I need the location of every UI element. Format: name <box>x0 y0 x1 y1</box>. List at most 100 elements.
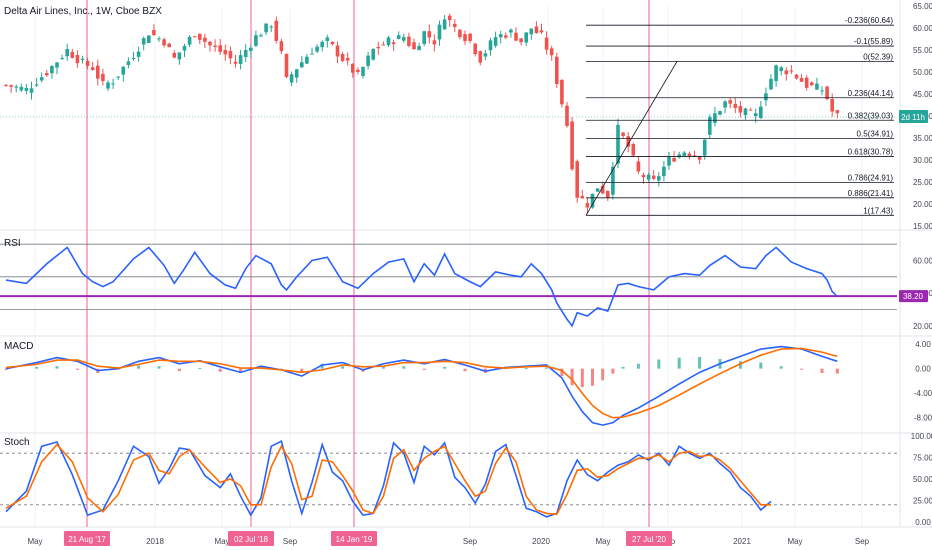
candle-body <box>708 117 712 135</box>
event-marker-tag-box <box>331 531 377 546</box>
macd-histogram-bar <box>320 363 324 369</box>
candle-body <box>116 76 120 78</box>
macd-histogram-bar <box>443 366 447 369</box>
candle-body <box>80 58 85 61</box>
fib-level-label: 0(52.39) <box>863 52 893 61</box>
candle-body <box>315 46 319 52</box>
macd-signal-line <box>5 347 838 419</box>
candle-body <box>697 156 702 160</box>
candle-body <box>279 41 284 52</box>
macd-axis-label: 4.00 <box>915 340 931 349</box>
macd-histogram-bar <box>759 362 763 369</box>
candle-body <box>366 55 370 66</box>
candle-body <box>478 51 483 63</box>
price-axis-label: 45.00 <box>913 90 932 99</box>
rsi-tag-box <box>899 290 928 303</box>
fib-level-label: 0.382(39.03) <box>848 111 894 120</box>
time-axis-label: May <box>214 537 229 546</box>
candle-body <box>187 36 192 45</box>
candle-body <box>371 48 375 60</box>
macd-axis-label: -8.00 <box>914 414 932 423</box>
event-marker-tag-box <box>626 531 672 546</box>
candle-body <box>325 37 330 41</box>
candle-body <box>473 43 477 55</box>
candle-body <box>182 46 187 51</box>
candle-body <box>662 166 666 177</box>
fib-level-label: 0.5(34.91) <box>857 129 894 138</box>
macd-histogram-bar <box>580 368 584 388</box>
candle-body <box>519 38 523 43</box>
macd-histogram-bar <box>611 368 615 374</box>
candle-body <box>498 34 503 38</box>
candle-body <box>345 57 350 61</box>
candle-body <box>820 90 824 92</box>
candle-body <box>600 185 605 194</box>
macd-histogram-bar <box>198 368 202 370</box>
candle-body <box>769 78 773 90</box>
macd-histogram-bar <box>381 366 385 369</box>
candle-body <box>463 34 467 42</box>
candle-body <box>621 132 625 137</box>
candle-body <box>96 65 100 79</box>
macd-histogram-bar <box>341 366 345 369</box>
macd-histogram-bar <box>738 361 742 369</box>
macd-axis-label: -4.00 <box>914 389 932 398</box>
candle-body <box>616 124 620 164</box>
candle-body <box>289 74 294 83</box>
candle-body <box>45 72 49 76</box>
fib-retracement: -0.236(60.64) -0.1(55.89) 0(52.39) 0.236(44… <box>585 16 894 216</box>
candle-body <box>233 61 238 64</box>
candle-body <box>259 35 263 37</box>
candle-body <box>269 26 273 28</box>
rsi-panel-title: RSI <box>4 238 21 249</box>
time-axis-label: 2020 <box>532 537 550 546</box>
candle-body <box>657 176 661 181</box>
candle-body <box>830 99 834 112</box>
time-axis-label: Sep <box>463 537 478 546</box>
price-axis-label: 60.00 <box>913 24 932 33</box>
candle-body <box>4 84 8 86</box>
candle-body <box>815 83 819 90</box>
candle-body <box>157 38 161 40</box>
candle-body <box>381 44 386 46</box>
candle-body <box>294 69 299 78</box>
candle-body <box>799 78 804 82</box>
macd-histogram-bar <box>524 368 528 370</box>
macd-histogram-bar <box>601 368 605 381</box>
candle-body <box>412 42 416 50</box>
candle-body <box>493 37 498 46</box>
candle-body <box>208 41 212 46</box>
fib-trend-line <box>585 61 678 216</box>
price-candles <box>4 13 840 214</box>
candle-body <box>427 31 432 38</box>
candle-body <box>646 174 651 180</box>
event-marker-tag: 02 Jul '18 <box>234 535 269 544</box>
candle-body <box>90 67 95 70</box>
time-axis-label: Sep <box>283 537 298 546</box>
candle-body <box>39 77 44 81</box>
candle-body <box>162 39 166 46</box>
candle-body <box>167 43 171 48</box>
candle-body <box>310 53 314 55</box>
fib-level-label: 0.886(21.41) <box>848 189 894 198</box>
candle-body <box>177 52 182 60</box>
candle-body <box>687 153 692 157</box>
candle-body <box>152 30 156 35</box>
candle-body <box>376 47 381 49</box>
macd-histogram-bar <box>570 368 574 386</box>
macd-histogram-bar <box>75 368 79 370</box>
candle-body <box>19 86 24 91</box>
candle-body <box>106 82 110 89</box>
candle-body <box>789 70 794 72</box>
candle-body <box>126 61 131 65</box>
candle-body <box>636 161 641 172</box>
candle-body <box>335 45 340 57</box>
chart-title: Delta Air Lines, Inc., 1W, Cboe BZX <box>4 6 162 17</box>
candle-body <box>738 106 743 113</box>
candle-body <box>555 56 559 84</box>
candle-body <box>60 58 64 60</box>
fib-level-label: -0.236(60.64) <box>845 16 893 25</box>
candle-body <box>24 87 29 91</box>
